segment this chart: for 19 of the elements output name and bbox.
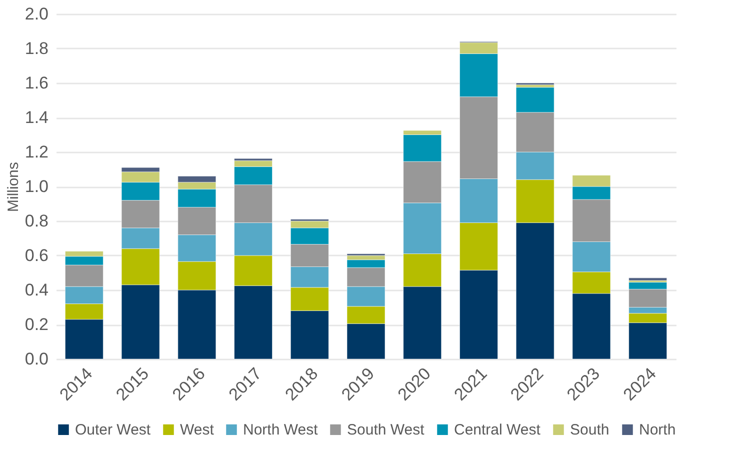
legend-label: South West xyxy=(347,422,426,439)
y-tick-label: 1.2 xyxy=(24,142,48,162)
y-tick-label: 1.4 xyxy=(24,108,48,127)
legend-label: West xyxy=(180,422,215,439)
y-tick-label: 1.6 xyxy=(24,74,48,92)
y-tick-label: 2.0 xyxy=(24,4,48,24)
y-tick-label: 0.2 xyxy=(24,315,48,334)
y-tick-label: 1.8 xyxy=(24,39,48,58)
y-tick-label: 0.4 xyxy=(24,280,48,300)
y-tick-label: 0.0 xyxy=(24,350,48,368)
legend-label: North West xyxy=(243,422,319,439)
y-tick-label: 0.8 xyxy=(24,212,48,230)
y-tick-label: 0.6 xyxy=(24,246,48,265)
y-axis-title: Millions xyxy=(4,162,22,212)
legend-label: Outer West xyxy=(75,422,152,439)
legend-label: North xyxy=(639,422,676,439)
y-tick-label: 1.0 xyxy=(24,177,48,196)
legend-label: South xyxy=(570,422,610,439)
legend-label: Central West xyxy=(454,422,542,439)
